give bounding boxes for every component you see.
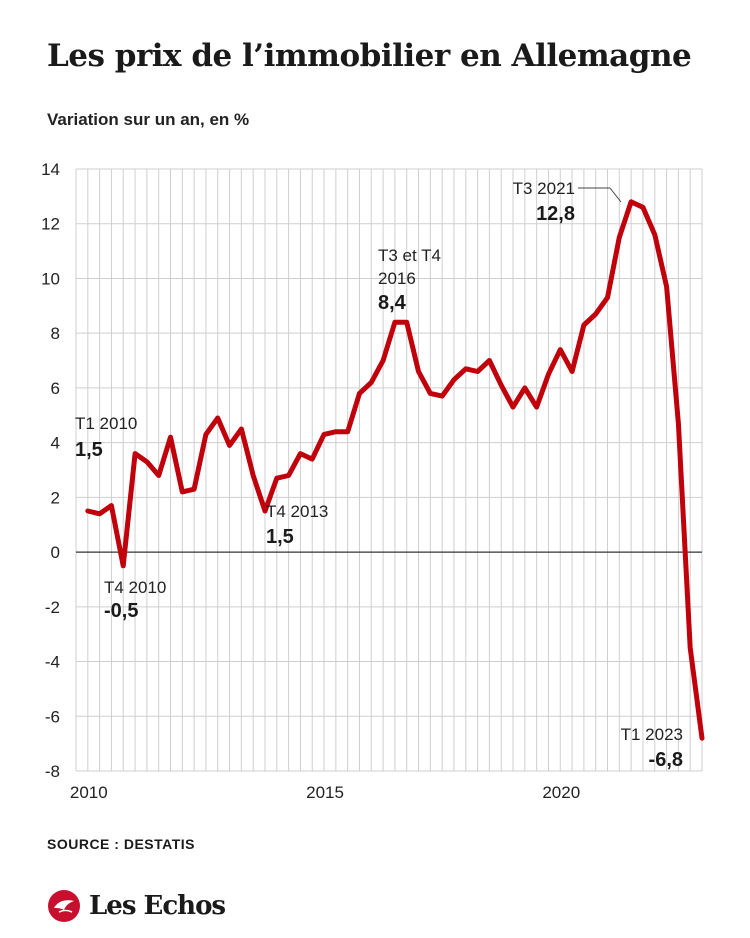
annotation-value: 8,4 [378, 292, 407, 314]
vertical-gridlines [75, 169, 703, 771]
y-tick-label: 10 [41, 269, 60, 288]
annotation-t1-2010: T1 2010 1,5 [75, 414, 137, 461]
chart-title: Les prix de l’immobilier en Allemagne [47, 38, 692, 74]
y-tick-label: 2 [51, 488, 60, 507]
series-line [85, 199, 705, 741]
y-tick-label: 8 [51, 324, 60, 343]
annotation-t4-2010: T4 2010 -0,5 [104, 578, 166, 622]
annotation-value: 12,8 [536, 203, 575, 225]
annotation-label-line2: 2016 [378, 269, 416, 288]
y-axis-tick-labels: -8 -6 -4 -2 0 2 4 6 8 10 12 14 [41, 160, 60, 781]
x-axis-tick-labels: 2010 2015 2020 [70, 783, 580, 802]
y-tick-label: 14 [41, 160, 60, 179]
y-tick-label: -4 [45, 653, 60, 672]
annotation-label: T1 2010 [75, 414, 137, 433]
annotation-t4-2013: T4 2013 1,5 [266, 502, 328, 548]
y-tick-label: 0 [51, 543, 60, 562]
chart-subtitle: Variation sur un an, en % [47, 110, 250, 129]
source-note: SOURCE : DESTATIS [47, 836, 195, 852]
annotation-t1-2023: T1 2023 -6,8 [621, 725, 683, 771]
y-tick-label: -6 [45, 707, 60, 726]
x-tick-label: 2015 [306, 783, 344, 802]
x-tick-label: 2020 [542, 783, 580, 802]
brand-logo: Les Echos [47, 889, 226, 923]
les-echos-emblem-icon [48, 890, 80, 922]
annotation-label: T3 2021 [513, 179, 575, 198]
annotation-label: T1 2023 [621, 725, 683, 744]
annotation-t3-t4-2016: T3 et T4 2016 8,4 [378, 246, 441, 314]
y-tick-label: -8 [45, 762, 60, 781]
y-tick-label: 4 [51, 434, 60, 453]
horizontal-gridlines [76, 168, 702, 772]
annotation-label: T4 2010 [104, 578, 166, 597]
annotation-value: -0,5 [104, 600, 138, 622]
annotation-t3-2021: T3 2021 12,8 [513, 179, 622, 225]
leader-line-diagonal [609, 187, 622, 203]
annotation-value: -6,8 [649, 749, 683, 771]
brand-name: Les Echos [89, 891, 226, 921]
x-tick-label: 2010 [70, 783, 108, 802]
y-tick-label: -2 [45, 598, 60, 617]
annotation-label: T4 2013 [266, 502, 328, 521]
y-tick-label: 12 [41, 215, 60, 234]
annotation-value: 1,5 [266, 526, 294, 548]
y-tick-label: 6 [51, 379, 60, 398]
annotation-label: T3 et T4 [378, 246, 441, 265]
annotation-value: 1,5 [75, 439, 103, 461]
